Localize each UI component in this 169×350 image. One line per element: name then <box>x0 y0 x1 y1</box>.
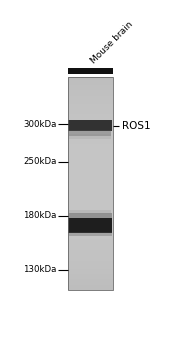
Bar <box>69 213 112 218</box>
Bar <box>68 269 113 271</box>
Bar <box>68 117 113 120</box>
Bar <box>68 287 113 290</box>
Bar <box>69 210 111 214</box>
Bar <box>68 202 113 205</box>
Text: ROS1: ROS1 <box>122 120 151 131</box>
Bar <box>68 218 112 233</box>
Bar <box>68 130 113 133</box>
Bar <box>68 215 113 218</box>
Bar <box>68 226 113 229</box>
Bar <box>68 213 113 215</box>
Bar <box>68 112 113 114</box>
Bar <box>68 82 113 85</box>
Bar <box>69 134 112 139</box>
Text: 300kDa: 300kDa <box>23 120 56 129</box>
Bar <box>68 68 113 74</box>
Bar <box>68 162 113 165</box>
Bar <box>68 77 113 80</box>
Bar <box>68 178 113 181</box>
Bar <box>68 165 113 168</box>
Text: Mouse brain: Mouse brain <box>89 20 135 66</box>
Bar <box>68 109 113 112</box>
Bar <box>68 96 113 98</box>
Bar <box>68 146 113 149</box>
Bar <box>68 98 113 101</box>
Bar <box>68 282 113 285</box>
Bar <box>69 130 112 135</box>
Bar <box>68 250 113 253</box>
Bar <box>68 85 113 88</box>
Bar <box>68 210 113 213</box>
Bar <box>68 183 113 186</box>
Bar <box>68 205 113 208</box>
Bar <box>68 157 113 160</box>
Bar <box>68 237 113 239</box>
Bar <box>68 276 113 279</box>
Bar <box>68 114 113 117</box>
Bar <box>68 128 113 130</box>
Bar <box>68 221 113 223</box>
Bar <box>68 170 113 173</box>
Bar <box>68 186 113 189</box>
Bar <box>68 261 113 263</box>
Bar <box>68 256 113 258</box>
Bar <box>68 77 113 290</box>
Bar <box>68 93 113 96</box>
Bar <box>68 229 113 231</box>
Bar <box>68 218 113 221</box>
Bar <box>68 80 113 82</box>
Bar <box>68 160 113 162</box>
Bar <box>68 101 113 104</box>
Bar <box>68 245 113 247</box>
Bar <box>68 199 113 202</box>
Bar <box>68 138 113 141</box>
Bar <box>68 274 113 276</box>
Bar <box>68 263 113 266</box>
Bar <box>68 239 113 242</box>
Text: 180kDa: 180kDa <box>23 211 56 220</box>
Bar <box>68 133 113 135</box>
Bar <box>68 247 113 250</box>
Bar <box>68 154 113 157</box>
Bar <box>68 181 113 183</box>
Bar <box>68 234 113 237</box>
Bar <box>68 122 113 125</box>
Bar <box>68 141 113 144</box>
Bar <box>68 120 112 131</box>
Bar <box>68 258 113 261</box>
Bar <box>68 271 113 274</box>
Bar <box>68 135 113 138</box>
Bar <box>68 191 113 194</box>
Bar <box>68 104 113 106</box>
Bar <box>68 285 113 287</box>
Bar <box>68 173 113 175</box>
Text: 130kDa: 130kDa <box>23 265 56 274</box>
Bar <box>68 266 113 269</box>
Bar <box>68 88 113 90</box>
Bar <box>68 223 113 226</box>
Bar <box>68 279 113 282</box>
Bar <box>68 208 113 210</box>
Bar <box>68 144 113 146</box>
Text: 250kDa: 250kDa <box>23 158 56 167</box>
Bar <box>68 125 113 128</box>
Bar <box>68 149 113 152</box>
Bar <box>68 106 113 109</box>
Bar <box>68 175 113 178</box>
Bar <box>68 90 113 93</box>
Bar <box>68 242 113 245</box>
Bar <box>68 194 113 197</box>
Bar <box>68 168 113 170</box>
Bar <box>68 231 113 234</box>
Bar <box>68 197 113 199</box>
Bar <box>68 120 113 122</box>
Bar <box>69 232 112 237</box>
Bar <box>68 152 113 154</box>
Bar <box>68 189 113 191</box>
Bar <box>68 253 113 256</box>
